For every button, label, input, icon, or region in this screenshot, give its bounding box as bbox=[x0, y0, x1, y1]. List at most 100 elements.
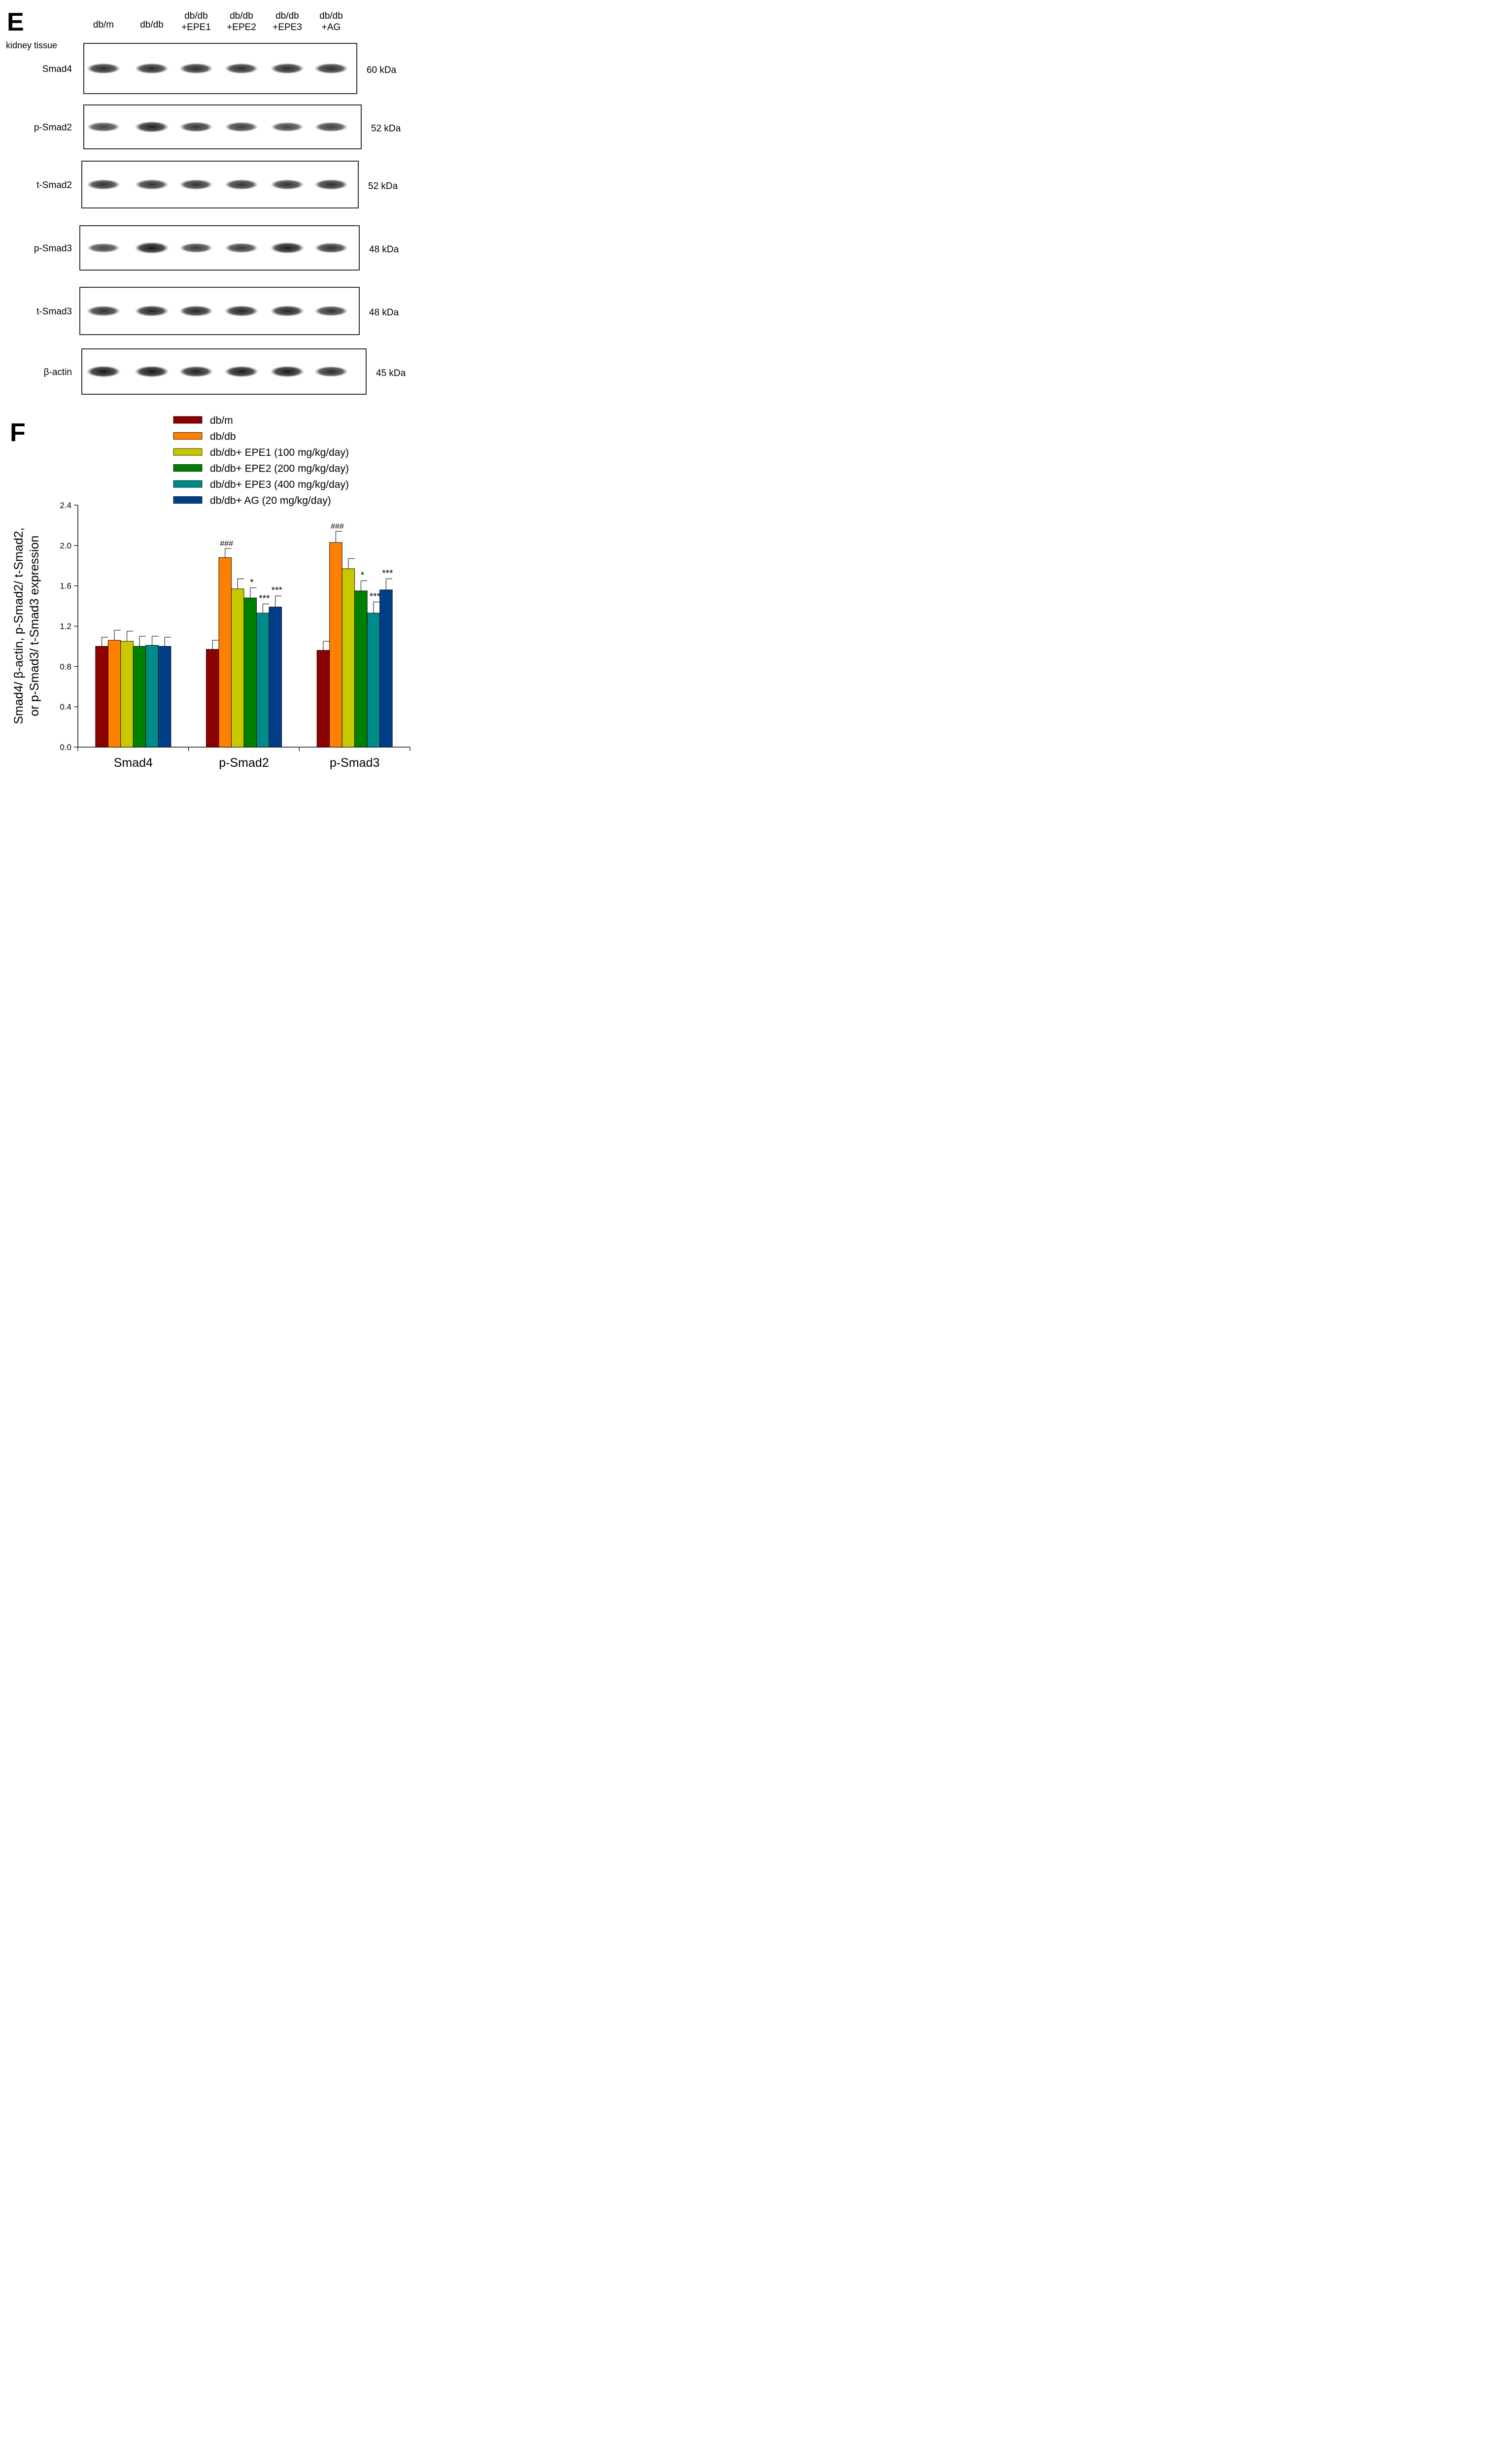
blot-band bbox=[225, 122, 258, 132]
blot-band bbox=[224, 305, 259, 317]
blot-protein-label: Smad4 bbox=[42, 64, 72, 74]
lane-headers: db/m db/dbdb/db+EPE1db/db+EPE2db/db+EPE3d… bbox=[93, 11, 343, 33]
legend-label: db/db+ EPE2 (200 mg/kg/day) bbox=[210, 463, 349, 475]
bar bbox=[218, 557, 232, 748]
legend-swatch bbox=[173, 464, 203, 472]
legend-swatch bbox=[173, 448, 203, 456]
blot-frame bbox=[83, 43, 357, 94]
bar bbox=[316, 650, 330, 748]
blot-size-label: 48 kDa bbox=[369, 244, 399, 255]
y-axis-label: Smad4/ β-actin, p-Smad2/ t-Smad2, or p-Sm… bbox=[12, 527, 41, 724]
blot-band bbox=[224, 63, 259, 74]
legend-swatch bbox=[173, 416, 203, 424]
figure-canvas: E kidney tissue db/m db/dbdb/db+EPE1db/db… bbox=[6, 8, 410, 770]
y-tick-label: 0.4 bbox=[60, 702, 71, 712]
bar bbox=[341, 568, 355, 748]
blot-protein-label: p-Smad3 bbox=[34, 243, 72, 254]
lane-header-0-line-0: db/m bbox=[93, 20, 114, 30]
blot-p-Smad3: p-Smad3 48 kDa bbox=[34, 225, 399, 271]
significance-label: ### bbox=[331, 522, 344, 531]
blot-size-label: 48 kDa bbox=[369, 308, 399, 318]
lane-header-5-line-0: db/db bbox=[319, 11, 343, 21]
significance-label: *** bbox=[382, 568, 393, 579]
significance-label: *** bbox=[370, 591, 381, 602]
blot-β-actin: β-actin 45 kDa bbox=[44, 348, 406, 395]
chart-bars: ###*******###******* bbox=[95, 522, 393, 748]
legend-swatch bbox=[173, 496, 203, 504]
blot-size-label: 52 kDa bbox=[368, 181, 398, 192]
bar bbox=[95, 646, 108, 748]
blot-band bbox=[225, 179, 258, 190]
blot-band bbox=[314, 179, 348, 190]
lane-header-2-line-1: +EPE1 bbox=[181, 22, 211, 33]
bar bbox=[379, 589, 393, 748]
blot-band bbox=[314, 242, 348, 253]
blot-band bbox=[271, 122, 304, 132]
panel-f-label: F bbox=[10, 418, 26, 447]
legend-swatch bbox=[173, 432, 203, 440]
blot-t-Smad2: t-Smad2 52 kDa bbox=[36, 161, 398, 208]
blot-p-Smad2: p-Smad2 52 kDa bbox=[34, 104, 401, 149]
x-category-label: p-Smad2 bbox=[219, 756, 269, 770]
panel-e-label: E bbox=[7, 8, 24, 36]
bar bbox=[107, 640, 121, 748]
blot-band bbox=[86, 306, 121, 316]
blot-band bbox=[270, 366, 305, 377]
blot-band bbox=[314, 366, 348, 377]
bar bbox=[133, 646, 146, 748]
significance-label: *** bbox=[272, 585, 283, 596]
chart-legend: db/m db/db db/db+ EPE1 (100 mg/kg/day) db/d… bbox=[173, 415, 349, 507]
legend-label: db/db bbox=[210, 431, 236, 443]
blot-band bbox=[270, 63, 305, 74]
lane-header-5-line-1: +AG bbox=[322, 22, 341, 33]
blot-band bbox=[179, 242, 213, 253]
bar bbox=[120, 641, 134, 748]
bar bbox=[354, 590, 368, 748]
bar bbox=[206, 649, 219, 748]
blot-band bbox=[224, 366, 259, 377]
bar bbox=[367, 613, 380, 748]
lane-header-1-line-0: db/db bbox=[140, 20, 164, 30]
y-axis-title-line: or p-Smad3/ t-Smad3 expression bbox=[28, 536, 41, 717]
lane-header-2-line-0: db/db bbox=[184, 11, 208, 21]
y-tick-label: 2.0 bbox=[60, 541, 71, 550]
blot-band bbox=[135, 305, 169, 317]
bar bbox=[243, 597, 257, 748]
x-category-label: Smad4 bbox=[114, 756, 153, 770]
significance-label: *** bbox=[259, 594, 270, 604]
chart-axes: 0.0 0.4 0.8 1.2 1.6 2.0 2.4 Smad4 p-Smad2 p-Smad3 bbox=[60, 501, 410, 770]
blot-protein-label: t-Smad2 bbox=[36, 180, 72, 191]
legend-label: db/db+ EPE3 (400 mg/kg/day) bbox=[210, 479, 349, 490]
y-tick-label: 2.4 bbox=[60, 501, 71, 510]
blot-t-Smad3: t-Smad3 48 kDa bbox=[36, 287, 399, 335]
significance-label: * bbox=[250, 578, 254, 588]
blot-band bbox=[314, 306, 348, 316]
significance-label: ### bbox=[220, 540, 233, 548]
bar bbox=[231, 588, 244, 748]
bar bbox=[329, 542, 342, 748]
blot-protein-label: t-Smad3 bbox=[36, 307, 72, 317]
significance-label: * bbox=[361, 570, 365, 581]
blot-protein-label: p-Smad2 bbox=[34, 123, 72, 133]
legend-item: db/m bbox=[173, 415, 233, 426]
blot-frame bbox=[79, 225, 360, 271]
blot-band bbox=[135, 242, 169, 254]
blot-protein-label: β-actin bbox=[44, 367, 72, 377]
blot-size-label: 45 kDa bbox=[376, 368, 406, 378]
blot-band bbox=[179, 366, 213, 377]
blot-band bbox=[135, 63, 169, 74]
legend-item: db/db+ AG (20 mg/kg/day) bbox=[173, 495, 331, 507]
y-tick-label: 0.8 bbox=[60, 662, 71, 671]
blot-band bbox=[225, 242, 258, 253]
western-blot-panel: E kidney tissue db/m db/dbdb/db+EPE1db/db… bbox=[6, 8, 406, 395]
lane-header-3-line-1: +EPE2 bbox=[227, 22, 256, 33]
y-tick-label: 1.6 bbox=[60, 582, 71, 591]
legend-label: db/db+ EPE1 (100 mg/kg/day) bbox=[210, 447, 349, 458]
y-tick-label: 1.2 bbox=[60, 622, 71, 631]
blot-band bbox=[314, 122, 348, 132]
blot-band bbox=[87, 122, 120, 132]
bar bbox=[158, 646, 171, 748]
blot-band bbox=[135, 366, 169, 377]
legend-swatch bbox=[173, 480, 203, 488]
